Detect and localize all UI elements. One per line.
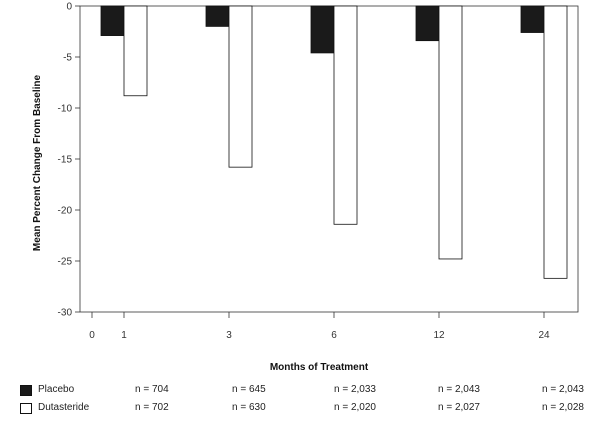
- y-tick-label: -30: [58, 308, 73, 319]
- n-count: n = 704: [135, 384, 169, 395]
- x-tick-label: 3: [226, 330, 232, 341]
- n-count: n = 2,020: [334, 402, 376, 413]
- y-tick-label: -25: [58, 257, 73, 268]
- placebo-bar: [100, 5, 125, 36]
- legend-label-placebo: Placebo: [38, 384, 75, 395]
- legend-row-dutasteride: Dutasteride n = 702 n = 630 n = 2,020 n …: [20, 401, 595, 419]
- x-axis-title: Months of Treatment: [270, 362, 369, 373]
- n-count: n = 702: [135, 402, 169, 413]
- placebo-bar: [520, 5, 545, 33]
- x-tick-label: 0: [89, 330, 95, 341]
- placebo-bar: [310, 5, 335, 54]
- dutasteride-bar: [333, 5, 358, 225]
- placebo-swatch: [20, 385, 32, 396]
- x-tick-label: 12: [433, 330, 445, 341]
- n-count: n = 2,043: [542, 384, 584, 395]
- chart-bars: [100, 5, 568, 279]
- n-count: n = 2,028: [542, 402, 584, 413]
- y-tick-label: -20: [58, 206, 73, 217]
- n-count: n = 630: [232, 402, 266, 413]
- n-count: n = 2,033: [334, 384, 376, 395]
- legend-label-dutasteride: Dutasteride: [38, 402, 90, 413]
- y-tick-label: -10: [58, 104, 73, 115]
- y-tick-label: -15: [58, 155, 73, 166]
- dutasteride-swatch: [20, 403, 32, 414]
- placebo-bar: [205, 5, 230, 27]
- n-count: n = 2,027: [438, 402, 480, 413]
- y-axis-title: Mean Percent Change From Baseline: [32, 74, 43, 251]
- n-count: n = 645: [232, 384, 266, 395]
- dutasteride-bar: [543, 5, 568, 279]
- n-count: n = 2,043: [438, 384, 480, 395]
- dutasteride-bar: [438, 5, 463, 260]
- placebo-bar: [415, 5, 440, 42]
- dutasteride-bar: [228, 5, 253, 168]
- legend-row-placebo: Placebo n = 704 n = 645 n = 2,033 n = 2,…: [20, 383, 595, 401]
- dutasteride-bar: [123, 5, 148, 97]
- y-tick-label: -5: [63, 53, 72, 64]
- x-tick-label: 6: [331, 330, 337, 341]
- x-tick-label: 1: [121, 330, 127, 341]
- y-tick-label: 0: [66, 2, 72, 13]
- x-tick-label: 24: [538, 330, 550, 341]
- legend: Placebo n = 704 n = 645 n = 2,033 n = 2,…: [20, 383, 595, 419]
- bar-chart: 0 -5 -10 -15 -20 -25 -30 0 1 3 6 12 24 Months of Tre…: [32, 2, 579, 373]
